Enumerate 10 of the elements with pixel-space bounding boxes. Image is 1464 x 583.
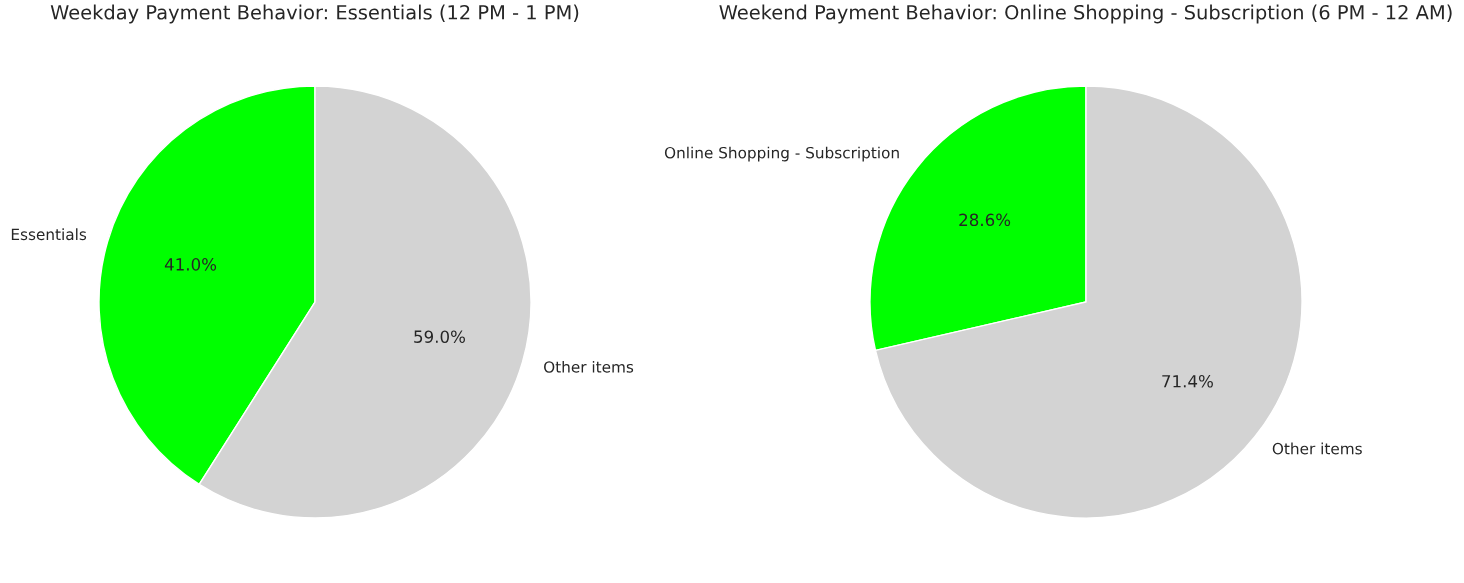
slice-label: Essentials [11, 228, 87, 241]
data-label: 59.0% [414, 330, 466, 343]
slice-label: Online Shopping - Subscription [664, 146, 899, 162]
slice-label: Other items [544, 360, 634, 373]
chart-title: Weekday Payment Behavior: Essentials (12 PM - 1 PM) [50, 4, 579, 24]
chart-title: Weekend Payment Behavior: Online Shopping - Subscription (6 PM - 12 AM) [719, 4, 1452, 24]
slice-label: Other items [1272, 442, 1362, 455]
data-label: 28.6% [959, 213, 1011, 227]
data-label: 41.0% [164, 258, 217, 271]
data-label: 71.4% [1162, 374, 1213, 388]
